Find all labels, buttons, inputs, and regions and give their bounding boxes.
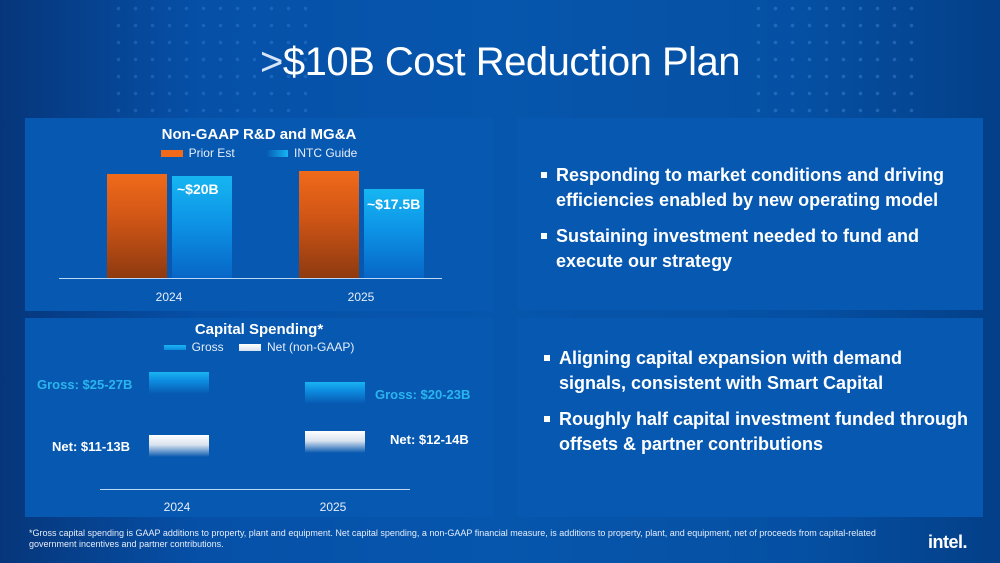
opex-commentary-panel: Responding to market conditions and driv… <box>517 118 983 310</box>
legend-intc-guide: INTC Guide <box>266 146 357 160</box>
rd-chart-title: Non-GAAP R&D and MG&A <box>161 126 357 143</box>
bullet-text: Sustaining investment needed to fund and… <box>556 226 920 271</box>
tick-2024: 2024 <box>163 500 191 514</box>
label-2025-gross: Gross: $20-23B <box>375 387 471 402</box>
background-dot-pattern-right <box>750 0 920 118</box>
capex-chart-legend: Gross Net (non-GAAP) <box>25 340 493 354</box>
legend-net: Net (non-GAAP) <box>238 340 355 354</box>
tick-2025: 2025 <box>347 290 375 304</box>
bar-2025-gross <box>305 382 365 404</box>
legend-label: Gross <box>191 340 224 354</box>
bullet-text: Responding to market conditions and driv… <box>556 165 945 210</box>
slide-title: >$10B Cost Reduction Plan <box>0 40 1000 85</box>
legend-label: Prior Est <box>188 146 235 160</box>
label-2025-intc-guide: ~$17.5B <box>367 196 421 212</box>
bullet-item: Responding to market conditions and driv… <box>541 163 973 213</box>
legend-label: INTC Guide <box>294 146 358 160</box>
intc-guide-swatch <box>266 150 288 158</box>
background-dot-pattern-left <box>110 0 310 118</box>
title-prefix: > <box>259 40 283 84</box>
legend-label: Net (non-GAAP) <box>266 340 355 354</box>
bullet-list-top: Responding to market conditions and driv… <box>541 163 973 285</box>
bar-2024-prior-est <box>107 174 167 278</box>
bullet-item: Sustaining investment needed to fund and… <box>541 224 973 274</box>
bar-2024-intc-guide <box>172 176 232 278</box>
gross-swatch <box>163 345 186 351</box>
label-2024-gross: Gross: $25-27B <box>37 377 133 392</box>
x-axis-line <box>100 489 410 490</box>
rd-mga-chart-panel: Non-GAAP R&D and MG&A Prior Est INTC Gui… <box>25 118 493 311</box>
x-axis-line <box>59 278 442 279</box>
bar-2024-net <box>149 435 209 457</box>
capex-chart-title: Capital Spending* <box>194 321 324 338</box>
bar-2025-prior-est <box>299 171 359 278</box>
bar-2024-gross <box>149 372 209 394</box>
tick-2025: 2025 <box>319 500 347 514</box>
label-2025-net: Net: $12-14B <box>390 432 469 447</box>
rd-chart-legend: Prior Est INTC Guide <box>25 146 493 160</box>
label-2024-intc-guide: ~$20B <box>177 181 219 197</box>
title-text: $10B Cost Reduction Plan <box>282 40 741 84</box>
capex-commentary-panel: Aligning capital expansion with demand s… <box>517 318 983 517</box>
bullet-square-icon <box>544 416 550 422</box>
capital-spending-chart-panel: Capital Spending* Gross Net (non-GAAP) G… <box>25 318 493 517</box>
tick-2024: 2024 <box>155 290 183 304</box>
footnote: *Gross capital spending is GAAP addition… <box>29 528 876 549</box>
bullet-item: Aligning capital expansion with demand s… <box>544 346 973 396</box>
bullet-square-icon <box>541 172 547 178</box>
prior-est-swatch <box>160 150 183 158</box>
bullet-square-icon <box>541 233 547 239</box>
bar-2025-net <box>305 431 365 453</box>
bullet-text: Roughly half capital investment funded t… <box>559 409 969 454</box>
intel-logo: intel. <box>928 532 968 552</box>
net-swatch <box>238 344 261 352</box>
legend-gross: Gross <box>163 340 224 354</box>
label-2024-net: Net: $11-13B <box>52 439 131 454</box>
bar-2025-intc-guide <box>364 189 424 278</box>
legend-prior-est: Prior Est <box>160 146 235 160</box>
bullet-text: Aligning capital expansion with demand s… <box>559 348 903 393</box>
bullet-item: Roughly half capital investment funded t… <box>544 407 973 457</box>
bullet-list-bottom: Aligning capital expansion with demand s… <box>544 346 973 468</box>
bullet-square-icon <box>544 355 550 361</box>
